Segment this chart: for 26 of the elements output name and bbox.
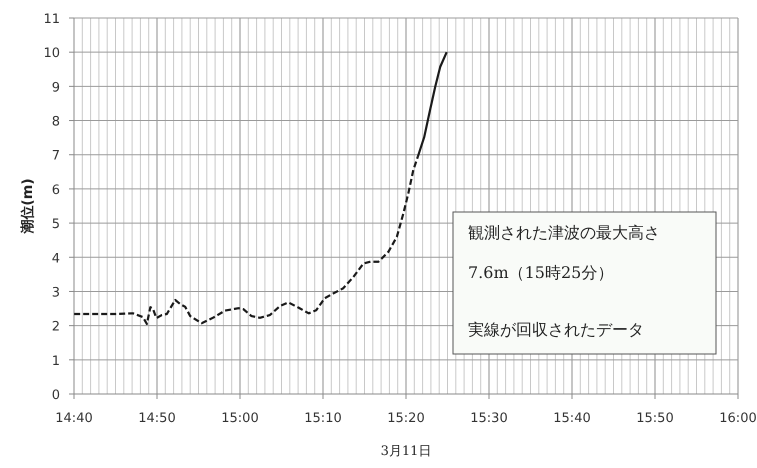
annotation: 7.6m（15時25分） bbox=[468, 263, 614, 282]
x-tick-label: 15:10 bbox=[304, 411, 342, 426]
annotation: 観測された津波の最大高さ bbox=[468, 223, 660, 242]
y-tick-label: 5 bbox=[52, 217, 60, 232]
x-tick-label: 15:30 bbox=[470, 411, 508, 426]
x-tick-label: 15:40 bbox=[553, 411, 591, 426]
y-tick-label: 2 bbox=[52, 320, 60, 335]
y-tick-label: 9 bbox=[52, 80, 60, 96]
x-tick-label: 16:00 bbox=[719, 411, 757, 426]
x-tick-label: 15:50 bbox=[636, 411, 674, 426]
annotation: 実線が回収されたデータ bbox=[468, 320, 644, 339]
y-tick-label: 0 bbox=[52, 388, 60, 403]
x-tick-label: 15:20 bbox=[387, 411, 425, 426]
y-tick-label: 10 bbox=[43, 46, 60, 62]
x-tick-label: 14:40 bbox=[55, 411, 93, 426]
y-tick-label: 6 bbox=[52, 182, 60, 198]
y-axis-title: 潮位(m) bbox=[20, 178, 36, 235]
y-tick-label: 4 bbox=[52, 251, 60, 266]
y-tick-label: 7 bbox=[52, 148, 60, 164]
y-tick-label: 3 bbox=[52, 285, 60, 300]
y-tick-label: 11 bbox=[43, 12, 60, 27]
x-axis-title: 3月11日 bbox=[380, 444, 432, 459]
x-tick-label: 14:50 bbox=[138, 411, 176, 426]
y-tick-label: 8 bbox=[52, 114, 60, 130]
y-tick-label: 1 bbox=[52, 354, 60, 369]
x-tick-label: 15:00 bbox=[221, 411, 259, 426]
